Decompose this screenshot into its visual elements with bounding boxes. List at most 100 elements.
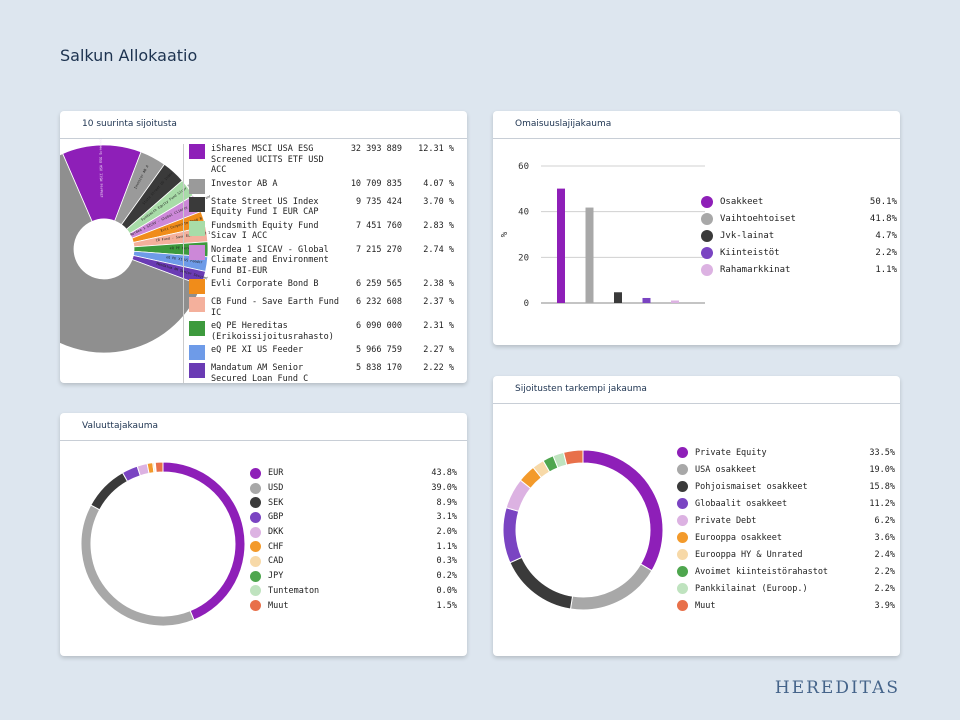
- legend-item: DKK 2.0%: [250, 525, 457, 540]
- legend-value: 41.8%: [869, 213, 897, 224]
- y-axis-label: %: [500, 231, 510, 237]
- breakdown-legend: Private Equity 33.5% USA osakkeet 19.0% …: [677, 444, 895, 614]
- holdings-row: Evli Corporate Bond B 6 259 565 2.38 %: [189, 279, 454, 294]
- legend-value: 39.0%: [431, 483, 457, 494]
- holdings-name: Fundsmith Equity Fund Sicav I ACC: [211, 220, 319, 242]
- legend-item: USD 39.0%: [250, 481, 457, 496]
- legend-label: CAD: [268, 556, 284, 567]
- legend-label: Private Equity: [695, 447, 767, 458]
- legend-item: Rahamarkkinat 1.1%: [701, 261, 897, 278]
- asset-class-legend: Osakkeet 50.1% Vaihtoehtoiset 41.8% Jvk-…: [701, 193, 897, 278]
- legend-label: Globaalit osakkeet: [695, 498, 788, 509]
- legend-swatch: [677, 447, 688, 458]
- legend-value: 19.0%: [869, 464, 895, 475]
- legend-label: Avoimet kiinteistörahastot: [695, 566, 829, 577]
- card-title: Omaisuuslajijakauma: [515, 119, 612, 129]
- legend-label: CHF: [268, 541, 284, 552]
- holdings-row: Investor AB A 10 709 835 4.07 %: [189, 178, 454, 194]
- legend-label: Kiinteistöt: [720, 247, 780, 258]
- legend-label: Rahamarkkinat: [720, 264, 791, 275]
- donut-slice: [582, 449, 664, 572]
- legend-value: 0.2%: [436, 571, 457, 582]
- legend-label: Muut: [695, 600, 716, 611]
- legend-item: USA osakkeet 19.0%: [677, 461, 895, 478]
- legend-value: 43.8%: [431, 468, 457, 479]
- legend-swatch: [250, 555, 261, 567]
- holdings-swatch: [189, 144, 205, 159]
- legend-value: 2.2%: [874, 583, 895, 594]
- donut-slice: [162, 461, 246, 621]
- legend-value: 11.2%: [869, 498, 895, 509]
- legend-item: Kiinteistöt 2.2%: [701, 244, 897, 261]
- legend-label: Private Debt: [695, 515, 757, 526]
- page-title: Salkun Allokaatio: [60, 46, 198, 65]
- y-tick-label: 20: [518, 253, 529, 263]
- legend-value: 3.1%: [436, 512, 457, 523]
- holdings-pct: 2.74 %: [423, 244, 454, 255]
- legend-item: EUR 43.8%: [250, 466, 457, 481]
- legend-swatch: [677, 515, 688, 526]
- donut-slice: [80, 504, 195, 627]
- legend-value: 2.4%: [874, 549, 895, 560]
- holdings-swatch: [189, 244, 205, 260]
- legend-item: Private Debt 6.2%: [677, 512, 895, 529]
- legend-swatch: [250, 570, 261, 582]
- holdings-swatch: [189, 279, 205, 294]
- legend-item: Eurooppa HY & Unrated 2.4%: [677, 546, 895, 563]
- legend-swatch: [677, 583, 688, 594]
- legend-label: USA osakkeet: [695, 464, 757, 475]
- y-tick-label: 60: [518, 162, 529, 172]
- legend-label: EUR: [268, 468, 284, 479]
- legend-swatch: [250, 511, 261, 523]
- legend-label: JPY: [268, 571, 284, 582]
- legend-value: 1.5%: [436, 600, 457, 611]
- legend-item: Private Equity 33.5%: [677, 444, 895, 461]
- card-title: Valuuttajakauma: [82, 421, 159, 431]
- holdings-value: 5 966 759: [355, 345, 402, 355]
- legend-item: Pankkilainat (Euroop.) 2.2%: [677, 580, 895, 597]
- breakdown-donut-chart: [502, 449, 664, 611]
- legend-label: Tuntematon: [268, 585, 320, 596]
- holdings-swatch: [189, 345, 205, 360]
- donut-slice: [90, 471, 129, 511]
- legend-label: Eurooppa HY & Unrated: [695, 549, 803, 560]
- holdings-pct: 2.83 %: [423, 220, 454, 231]
- bar: [614, 292, 622, 303]
- legend-label: SEK: [268, 497, 284, 508]
- legend-item: GBP 3.1%: [250, 510, 457, 525]
- holdings-pct: 2.31 %: [423, 321, 454, 331]
- legend-item: Muut 1.5%: [250, 598, 457, 613]
- donut-slice: [502, 507, 523, 564]
- legend-item: Vaihtoehtoiset 41.8%: [701, 210, 897, 227]
- holdings-name: eQ PE XI US Feeder: [211, 345, 304, 355]
- holdings-row: eQ PE XI US Feeder 5 966 759 2.27 %: [189, 345, 454, 360]
- currency-card: Valuuttajakauma EUR 43.8% USD 39.0% SEK …: [60, 413, 467, 656]
- legend-label: Muut: [268, 600, 289, 611]
- legend-swatch: [701, 212, 713, 225]
- legend-swatch: [677, 600, 688, 611]
- holdings-slice-rest: [60, 153, 202, 354]
- card-title: Sijoitusten tarkempi jakauma: [515, 384, 647, 394]
- legend-value: 6.2%: [874, 515, 895, 526]
- bar: [585, 207, 594, 303]
- legend-value: 2.2%: [874, 566, 895, 577]
- legend-value: 33.5%: [869, 447, 895, 458]
- legend-item: Jvk-lainat 4.7%: [701, 227, 897, 244]
- holdings-slice-label: eQ PE XI US Feeder: [166, 255, 203, 264]
- legend-label: Jvk-lainat: [720, 230, 775, 241]
- legend-swatch: [250, 541, 261, 553]
- holdings-swatch: [189, 220, 205, 236]
- holdings-row: iShares MSCI USA ESG Screened UCITS ETF …: [189, 144, 454, 176]
- legend-item: Avoimet kiinteistörahastot 2.2%: [677, 563, 895, 580]
- holdings-name: Mandatum AM Senior Secured Loan Fund C: [211, 363, 309, 383]
- y-tick-label: 0: [524, 299, 529, 309]
- legend-swatch: [677, 566, 688, 577]
- donut-slice: [154, 461, 164, 473]
- brand-logo: HEREDITAS: [774, 678, 900, 698]
- holdings-row: Mandatum AM Senior Secured Loan Fund C 5…: [189, 363, 454, 383]
- holdings-value: 9 735 424: [355, 196, 402, 207]
- legend-swatch: [250, 497, 261, 509]
- holdings-row: Fundsmith Equity Fund Sicav I ACC 7 451 …: [189, 220, 454, 242]
- holdings-value: 32 393 889: [350, 144, 402, 154]
- holdings-value: 7 215 270: [355, 244, 402, 255]
